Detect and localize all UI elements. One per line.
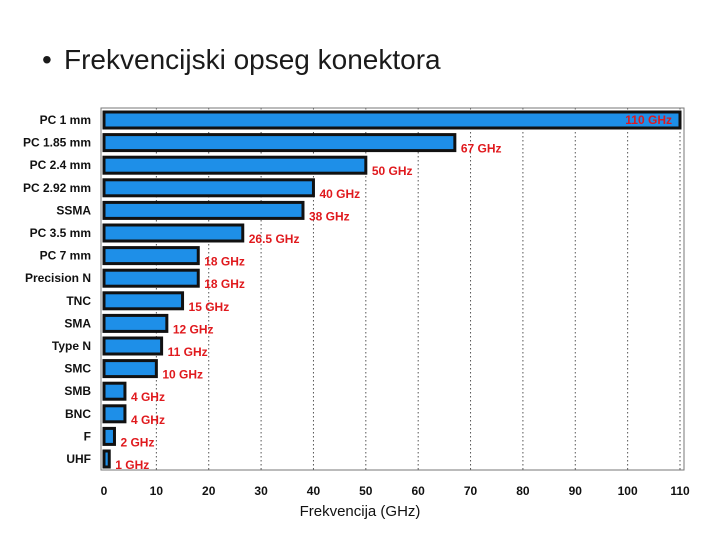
x-tick-label: 30 [254, 484, 268, 498]
x-tick-label: 70 [464, 484, 478, 498]
data-label: 18 GHz [204, 277, 245, 291]
category-label: TNC [66, 294, 91, 308]
data-label: 40 GHz [319, 187, 360, 201]
category-label: PC 1 mm [40, 113, 91, 127]
bar [102, 268, 200, 288]
data-label: 18 GHz [204, 255, 245, 269]
data-label: 50 GHz [372, 164, 413, 178]
category-labels: PC 1 mm PC 1.85 mm PC 2.4 mm PC 2.92 mm SSMA… [23, 113, 91, 466]
data-label: 26.5 GHz [249, 232, 300, 246]
x-tick-label: 10 [150, 484, 164, 498]
category-label: F [84, 429, 91, 443]
bar [102, 449, 111, 469]
x-tick-label: 60 [412, 484, 426, 498]
bar [102, 155, 368, 175]
category-label: SMC [64, 362, 91, 376]
x-axis-label: Frekvencija (GHz) [299, 503, 421, 520]
data-label: 1 GHz [115, 458, 149, 472]
x-tick-label: 110 [670, 484, 690, 498]
data-label: 4 GHz [131, 413, 165, 427]
category-label: SMB [64, 384, 91, 398]
data-label: 2 GHz [120, 435, 154, 449]
bar [102, 359, 158, 379]
x-tick-label: 20 [202, 484, 216, 498]
data-label: 10 GHz [162, 368, 203, 382]
bar [102, 313, 169, 333]
category-label: PC 2.4 mm [30, 158, 91, 172]
bar [102, 426, 116, 446]
slide-title-text: Frekvencijski opseg konektora [64, 44, 441, 75]
bar [102, 381, 127, 401]
category-label: BNC [65, 407, 91, 421]
category-label: SSMA [56, 203, 91, 217]
data-label: 67 GHz [461, 142, 502, 156]
bar [102, 246, 200, 266]
data-label: 12 GHz [173, 322, 214, 336]
data-labels: 110 GHz 67 GHz 50 GHz 40 GHz 38 GHz 26.5 GHz 1… [115, 113, 672, 472]
bar [102, 133, 457, 153]
data-label: 15 GHz [189, 300, 230, 314]
x-tick-label: 100 [618, 484, 638, 498]
data-label: 110 GHz [625, 113, 672, 127]
bar [102, 404, 127, 424]
bar [102, 200, 305, 220]
category-label: PC 1.85 mm [23, 136, 91, 150]
x-tick-label: 40 [307, 484, 321, 498]
x-tick-label: 0 [101, 484, 108, 498]
data-label: 38 GHz [309, 209, 350, 223]
bar [102, 291, 185, 311]
category-label: Precision N [25, 271, 91, 285]
plot-frame [100, 107, 685, 471]
data-label: 4 GHz [131, 390, 165, 404]
slide-title: • Frekvencijski opseg konektora [42, 44, 441, 76]
data-label: 11 GHz [168, 345, 208, 359]
x-tick-label: 90 [569, 484, 583, 498]
bullet: • [42, 44, 52, 75]
x-tick-label: 50 [359, 484, 373, 498]
category-label: PC 7 mm [40, 249, 91, 263]
category-label: Type N [52, 339, 91, 353]
category-label: PC 2.92 mm [23, 181, 91, 195]
x-tick-label: 80 [516, 484, 530, 498]
x-tick-labels: 0 10 20 30 40 50 60 70 80 90 100 110 [101, 484, 690, 498]
bars [102, 110, 682, 469]
category-label: SMA [64, 316, 91, 330]
bar [102, 110, 682, 130]
bar [102, 223, 245, 243]
category-label: PC 3.5 mm [30, 226, 91, 240]
category-label: UHF [66, 452, 91, 466]
bar [102, 336, 164, 356]
bar [102, 178, 315, 198]
